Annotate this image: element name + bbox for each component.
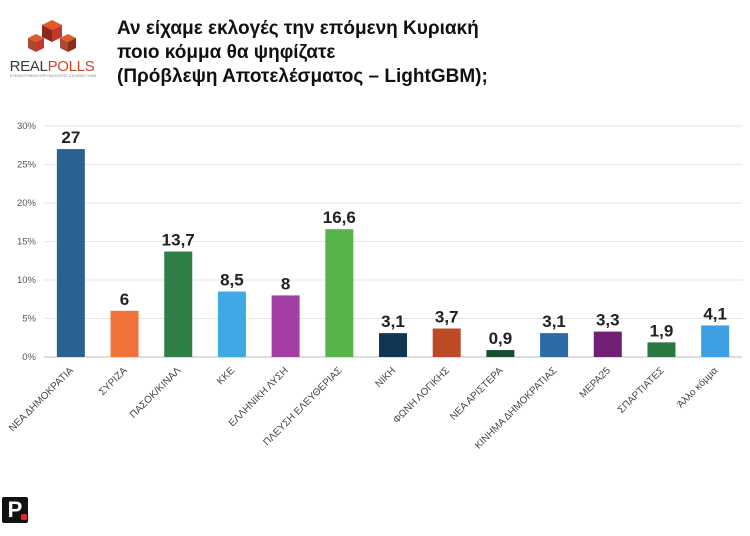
x-tick-label: ΝΕΑ ΔΗΜΟΚΡΑΤΙΑ [7,365,76,434]
publisher-logo-letter: P [7,497,23,522]
bar [164,251,193,357]
x-tick-label: ΣΠΑΡΤΙΑΤΕΣ [616,365,667,416]
bar [701,325,730,357]
logo-cube-face [28,38,36,52]
bar [325,229,354,357]
data-label: 3,1 [542,312,566,331]
value-labels: 27 6 13,7 8,5 8 16,6 3,1 3,7 0,9 3,1 3,3 1,9 4,1 [61,128,727,348]
data-label: 1,9 [650,321,674,340]
title-line-2: ποιο κόμμα θα ψηφίζατε [117,42,336,63]
title-line-1: Αν είχαμε εκλογές την επόμενη Κυριακή [117,18,479,39]
logo-name-part2: POLLS [47,58,95,75]
data-label: 4,1 [703,304,727,323]
logo-cubes-icon [28,20,76,52]
data-label: 0,9 [489,329,513,348]
bar [593,331,622,357]
bar [56,149,85,357]
bar [647,342,676,357]
bar [217,291,246,357]
logo-cube-face [68,38,76,52]
x-tick-label: ΜΕΡΑ25 [578,365,613,400]
y-tick-label: 25% [17,160,37,171]
y-tick-label: 5% [22,314,36,325]
logo-cube-face [60,38,68,52]
bar [432,328,461,357]
x-tick-label: ΚΚΕ [215,365,237,387]
x-tick-label: Άλλο κόμμα [675,364,721,410]
bar [486,350,515,357]
logo-cube-face [42,25,52,42]
data-label: 3,1 [381,312,405,331]
data-label: 16,6 [323,208,356,227]
bar [110,310,139,357]
publisher-logo-dot-icon [21,514,27,520]
y-tick-label: 0% [22,352,36,363]
data-label: 27 [61,128,80,147]
x-tick-label: ΝΕΑ ΑΡΙΣΤΕΡΑ [448,365,505,422]
chart-title: Αν είχαμε εκλογές την επόμενη Κυριακή πο… [117,17,717,89]
logo-name-part1: REAL [9,58,48,75]
x-tick-label: ΣΥΡΙΖΑ [97,365,130,398]
bar [540,333,569,357]
y-tick-label: 10% [17,275,37,286]
logo-tagline: ΕΞΕΙΔΙΚΕΥΜΕΝΗ ΕΡΕΥΝΑ ΑΓΟΡΑΣ & ΚΟΙΝΗΣ ΓΝΩ… [10,74,96,78]
x-tick-label: ΦΩΝΗ ΛΟΓΙΚΗΣ [391,365,452,426]
y-tick-label: 20% [17,198,37,209]
y-axis-ticks: 0% 5% 10% 15% 20% 25% 30% [17,121,37,363]
data-label: 8 [281,274,290,293]
bar [271,295,300,357]
data-label: 3,3 [596,311,620,330]
data-label: 13,7 [162,231,195,250]
y-tick-label: 15% [17,237,37,248]
y-tick-label: 30% [17,121,37,132]
data-label: 6 [120,290,129,309]
logo-wordmark: REALPOLLS [6,58,98,75]
bars [56,149,730,357]
data-label: 3,7 [435,308,459,327]
title-line-3: (Πρόβλεψη Αποτελέσματος – LightGBM); [117,66,488,87]
realpolls-logo: REALPOLLS ΕΞΕΙΔΙΚΕΥΜΕΝΗ ΕΡΕΥΝΑ ΑΓΟΡΑΣ & … [6,18,98,82]
x-tick-label: ΠΑΣΟΚ/ΚΙΝΑΛ [128,365,184,421]
bar [379,333,407,357]
data-label: 8,5 [220,271,244,290]
logo-cube-face [36,38,44,52]
x-tick-label: ΝΙΚΗ [373,365,398,390]
publisher-logo: P [2,497,28,523]
logo-cube-face [52,25,62,42]
